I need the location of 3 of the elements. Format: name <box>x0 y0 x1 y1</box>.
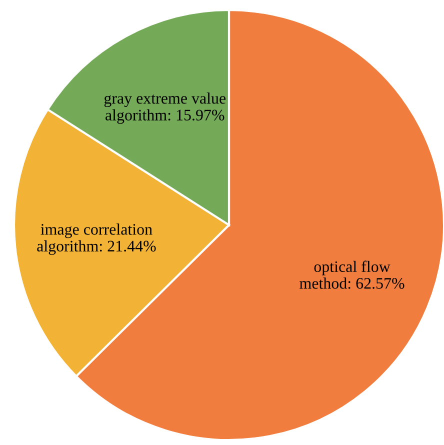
slice-label: optical flow method: 62.57% <box>300 260 404 289</box>
slice-label: image correlation algorithm: 21.44% <box>37 224 156 255</box>
slice-label: gray extreme value algorithm: 15.97% <box>104 92 226 124</box>
